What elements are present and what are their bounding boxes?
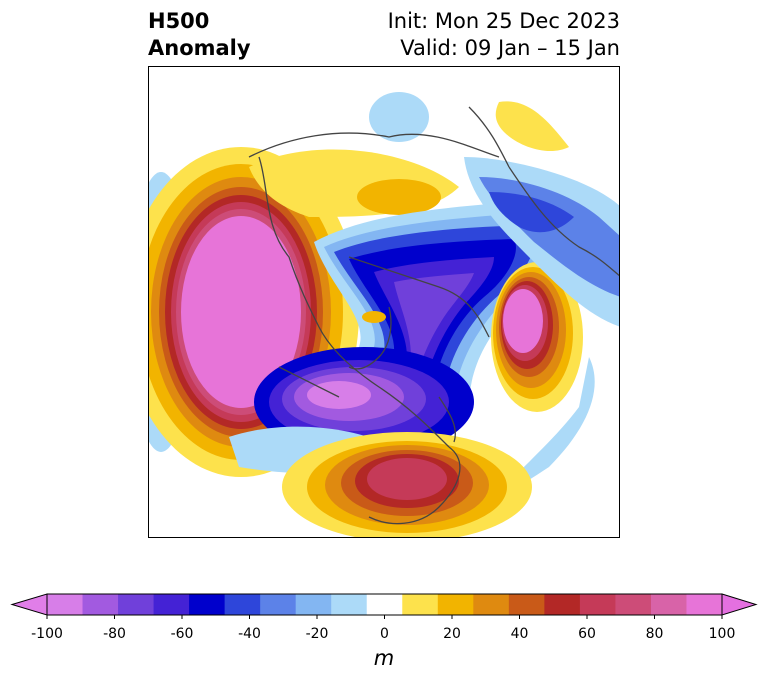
colorbar-tick-label: -100 — [31, 626, 63, 642]
colorbar-bin — [473, 594, 510, 615]
colorbar-bins — [10, 593, 758, 619]
colorbar-bin — [579, 594, 616, 615]
colorbar-tick-label: 20 — [443, 626, 461, 642]
colorbar — [0, 585, 768, 680]
colorbar-bin — [260, 594, 297, 615]
colorbar-bin — [437, 594, 474, 615]
colorbar-unit: m — [373, 646, 395, 670]
title-line-2: Anomaly — [148, 36, 251, 60]
colorbar-bin — [402, 594, 439, 615]
colorbar-bin — [82, 594, 119, 615]
colorbar-tick-label: -20 — [305, 626, 329, 642]
anomaly-map-svg — [149, 92, 619, 537]
eurasia-ridge — [249, 149, 459, 217]
title-line-1: H500 — [148, 9, 210, 33]
colorbar-over-arrow — [721, 593, 758, 616]
colorbar-tick-label: 60 — [578, 626, 596, 642]
colorbar-tick-label: 80 — [645, 626, 664, 642]
forecast-dates: Init: Mon 25 Dec 2023 Valid: 09 Jan – 15… — [388, 8, 620, 62]
colorbar-bin — [153, 594, 190, 615]
colorbar-bin — [224, 594, 261, 615]
colorbar-bin — [366, 594, 403, 615]
colorbar-tick-label: -40 — [238, 626, 261, 642]
colorbar-tick-label: -60 — [170, 626, 194, 642]
map-title: H500 Anomaly — [148, 8, 251, 62]
init-date: Init: Mon 25 Dec 2023 — [387, 9, 620, 33]
south-ridge — [282, 432, 532, 537]
colorbar-bin — [615, 594, 652, 615]
colorbar-bin — [295, 594, 332, 615]
greenland-trough — [369, 92, 619, 327]
colorbar-tick-label: 100 — [708, 626, 736, 642]
colorbar-tick-label: 40 — [510, 626, 529, 642]
colorbar-bin — [118, 594, 155, 615]
colorbar-tick-label: 0 — [380, 626, 389, 642]
colorbar-tick-label: -80 — [103, 626, 126, 642]
colorbar-under-arrow — [10, 593, 48, 616]
colorbar-bin — [544, 594, 581, 615]
coastlines — [248, 106, 619, 525]
colorbar-bin — [331, 594, 368, 615]
colorbar-bin — [508, 594, 545, 615]
colorbar-bin — [189, 594, 226, 615]
colorbar-bin — [650, 594, 687, 615]
colorbar-bin — [686, 594, 723, 615]
anomaly-map — [148, 66, 620, 538]
colorbar-bin — [47, 594, 84, 615]
valid-date: Valid: 09 Jan – 15 Jan — [400, 36, 620, 60]
asia-trough — [254, 347, 474, 457]
pacific-ridge — [149, 147, 359, 477]
central-ridge-small — [362, 311, 386, 323]
north-atlantic-ridge-small — [495, 101, 569, 152]
colorbar-svg — [10, 593, 758, 619]
northeast-atlantic-ridge — [491, 262, 583, 412]
